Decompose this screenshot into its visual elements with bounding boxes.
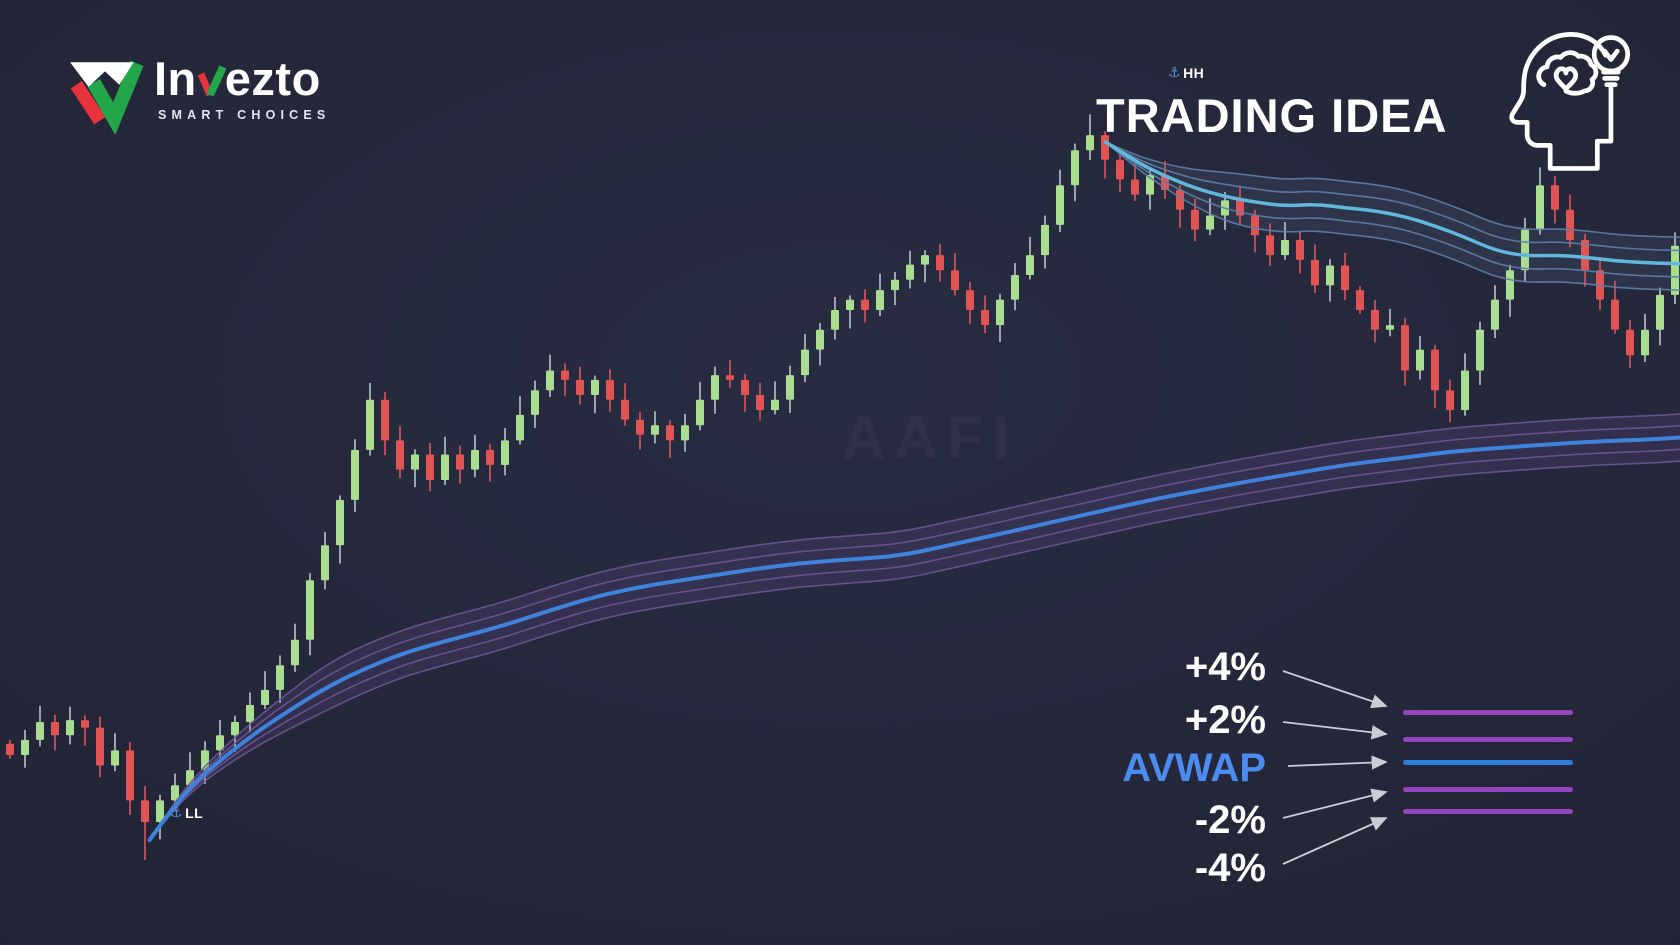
legend-label-plus4: +4% [1184, 645, 1266, 689]
legend-line-avwap [1403, 760, 1573, 765]
legend-label-minus4: -4% [1194, 846, 1266, 890]
legend-line-minus2 [1403, 787, 1573, 792]
wordmark-part1: In [154, 52, 197, 105]
legend-line-plus2 [1403, 737, 1573, 742]
logo-tagline: SMART CHOICES [158, 108, 331, 122]
legend-label-avwap: AVWAP [1122, 746, 1266, 790]
watermark: AAFI [842, 404, 1018, 471]
idea-head-brain-bulb-icon [1509, 32, 1631, 171]
check-v-icon [197, 65, 227, 97]
legend-line-plus4 [1403, 710, 1573, 715]
hh-anchor-label: ⚓ HH [1168, 64, 1204, 81]
invezto-logo: In ezto SMART CHOICES [66, 54, 330, 134]
invezto-wordmark: In ezto SMART CHOICES [154, 52, 331, 123]
anchor-icon: ⚓ [170, 804, 184, 820]
ll-label-text: LL [185, 804, 204, 821]
wordmark-part2: ezto [224, 52, 321, 105]
hh-label-text: HH [1183, 64, 1205, 81]
legend-label-minus2: -2% [1194, 798, 1266, 842]
legend-label-plus2: +2% [1184, 698, 1266, 742]
anchor-icon: ⚓ [1168, 64, 1182, 80]
legend-line-minus4 [1403, 809, 1573, 814]
page-title: TRADING IDEA [1096, 89, 1448, 142]
invezto-logo-mark-icon [70, 60, 144, 134]
ll-anchor-label: ⚓ LL [170, 804, 203, 821]
